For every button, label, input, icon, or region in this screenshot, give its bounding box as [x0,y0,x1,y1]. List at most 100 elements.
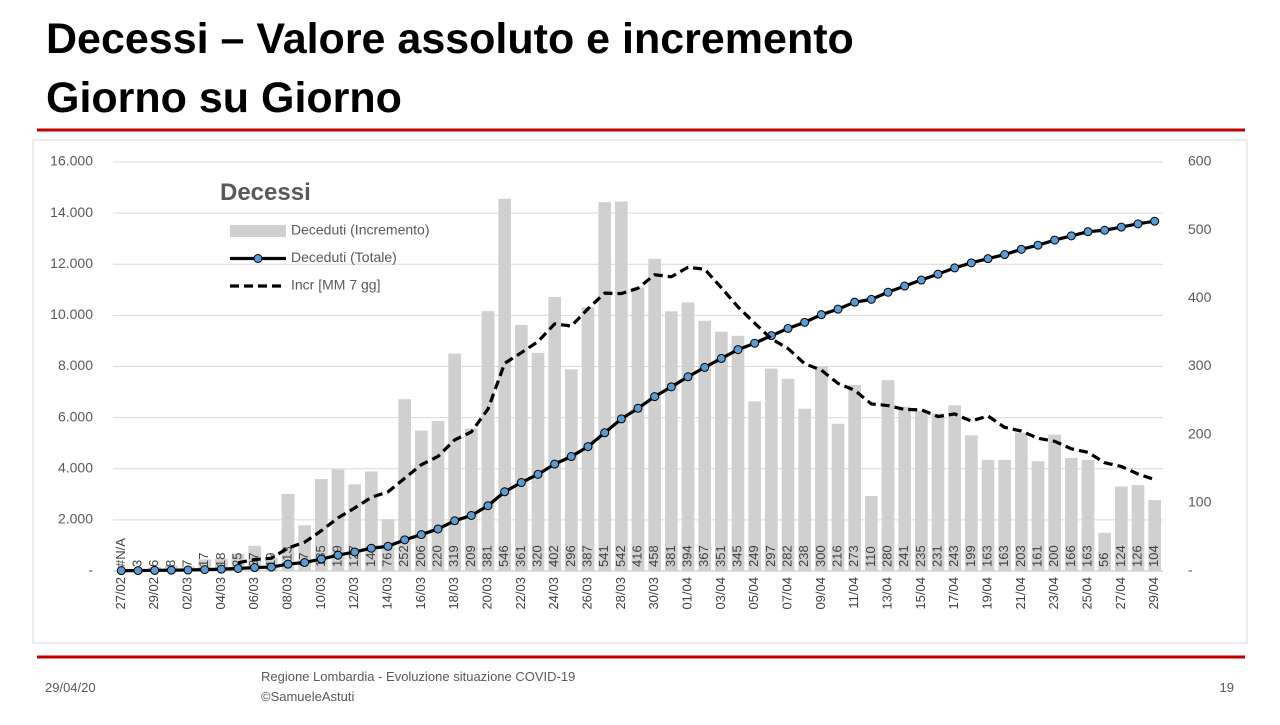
data-label: 345 [729,545,744,567]
data-label: 216 [829,545,844,567]
bar [998,459,1011,571]
x-tick-label: 28/03 [613,577,628,610]
data-label: 381 [663,545,678,567]
y-tick-label: 6.000 [58,408,93,424]
bar [515,324,528,571]
bar [581,307,595,571]
data-label: 163 [996,545,1011,567]
data-label: 220 [429,545,444,567]
x-tick-label: 20/03 [479,577,494,610]
bar [865,496,878,571]
data-label: 361 [513,545,528,567]
x-tick-label: 27/04 [1113,577,1128,610]
bar [1015,432,1028,571]
marker [1066,231,1076,241]
marker [800,317,810,327]
marker [1116,222,1126,232]
marker [1050,235,1060,245]
x-tick-label: 29/02 [146,577,161,610]
marker [233,563,243,573]
y-tick-label: 16.000 [50,153,93,169]
x-tick-label: 19/04 [979,577,994,610]
data-label: 7 [179,560,194,567]
data-label: 161 [1029,545,1044,567]
data-label: 8 [163,560,178,567]
data-label: 243 [946,545,961,567]
data-label: 235 [913,545,928,567]
bar [565,369,578,571]
bar [648,258,661,571]
bar [931,413,945,571]
data-label: 6 [146,560,161,567]
marker [900,281,910,291]
x-tick-label: 09/04 [813,577,828,610]
data-label: 200 [1046,545,1061,567]
bar [1081,459,1095,571]
marker [566,452,576,462]
marker [533,469,543,479]
bar [798,408,811,571]
marker [316,554,326,564]
x-tick-label: 03/04 [713,577,728,610]
data-label: 300 [813,545,828,567]
bar [848,384,861,571]
marker [183,565,193,575]
x-tick-label: 27/02 [113,577,128,610]
title-line: Giorno su Giorno [46,74,402,122]
bar [831,423,845,571]
x-tick-label: 13/04 [879,577,894,610]
data-label: #N/A [113,538,128,567]
marker [833,304,843,314]
marker [716,353,726,363]
bar [315,478,328,571]
marker [616,414,626,424]
data-label: 104 [1146,545,1161,567]
bar [331,469,345,571]
marker [433,524,443,534]
footer-date: 29/04/20 [45,680,96,695]
marker [216,564,226,574]
y-tick-label: 14.000 [50,204,93,220]
bar [781,378,795,571]
data-label: 367 [696,545,711,567]
marker [633,403,643,413]
bar [598,202,611,572]
data-label: 282 [779,545,794,567]
data-label: 249 [746,545,761,567]
data-label: 273 [846,545,861,567]
data-label: 416 [629,545,644,567]
marker [1033,240,1043,250]
footer-author: ©SamueleAstuti [261,689,355,704]
footer-source: Regione Lombardia - Evoluzione situazion… [261,669,575,684]
bar [531,352,545,571]
data-label: 110 [863,546,878,567]
marker [366,543,376,553]
marker [266,562,276,572]
data-label: 163 [1079,545,1094,567]
y2-tick-label: 400 [1188,289,1212,305]
marker [816,310,826,320]
data-label: 238 [796,545,811,567]
data-label: 166 [1063,545,1078,567]
x-tick-label: 14/03 [379,577,394,610]
marker [1016,244,1026,254]
bar [765,368,778,571]
data-label: 56 [1096,553,1111,567]
bar [681,302,695,571]
x-tick-label: 17/04 [946,577,961,610]
marker [916,275,926,285]
legend-marker [253,254,263,263]
legend-label: Incr [MM 7 gg] [291,277,380,293]
y-tick-label: 10.000 [50,306,93,322]
x-tick-label: 11/04 [846,577,861,609]
marker [166,565,176,575]
line [237,265,1156,565]
x-tick-label: 08/03 [279,577,294,610]
x-tick-label: 04/03 [213,577,228,610]
data-label: 203 [1013,545,1028,567]
data-label: 394 [679,545,694,567]
data-label: 163 [979,545,994,567]
x-tick-label: 30/03 [646,577,661,610]
bar [498,198,511,571]
bar [948,405,961,571]
